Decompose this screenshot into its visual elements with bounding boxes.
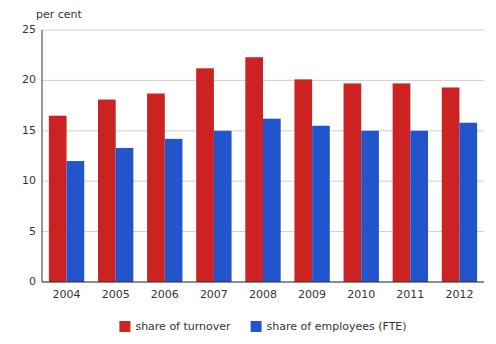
y-axis-line: [42, 30, 43, 282]
bar: [116, 148, 134, 282]
bar: [361, 131, 379, 282]
y-tick-label: 25: [22, 23, 36, 36]
legend-label: share of turnover: [135, 320, 231, 333]
bar: [442, 87, 460, 282]
bar: [245, 57, 263, 282]
y-tick-label: 5: [29, 225, 36, 238]
legend-item: share of turnover: [119, 320, 231, 333]
x-tick-label: 2007: [200, 288, 228, 301]
bar: [67, 161, 85, 282]
bars: [49, 57, 477, 282]
chart-container: 0510152025per cent2004200520062007200820…: [0, 0, 496, 344]
x-tick-label: 2005: [102, 288, 130, 301]
chart: 0510152025per cent2004200520062007200820…: [0, 0, 496, 344]
grid-line: [42, 282, 484, 283]
bar: [98, 100, 116, 282]
bar: [147, 94, 165, 282]
y-tick-label: 10: [22, 174, 36, 187]
x-tick-label: 2009: [298, 288, 326, 301]
x-tick-label: 2011: [396, 288, 424, 301]
legend-swatch: [251, 321, 262, 332]
legend-swatch: [119, 321, 130, 332]
bar: [410, 131, 428, 282]
x-tick-label: 2010: [347, 288, 375, 301]
bar: [294, 79, 312, 282]
x-tick-label: 2006: [151, 288, 179, 301]
x-axis: 2004 2005 2006 2007 2008 2009 2010 2011 2012: [53, 288, 474, 301]
y-tick-label: 20: [22, 73, 36, 86]
x-axis-line: [42, 282, 484, 283]
bar: [393, 83, 411, 282]
bar: [344, 83, 362, 282]
bar: [312, 126, 330, 282]
legend: share of turnover share of employees (FTE…: [119, 320, 406, 333]
bar: [459, 123, 477, 282]
bar: [196, 68, 214, 282]
bar: [214, 131, 232, 282]
x-tick-label: 2004: [53, 288, 81, 301]
grid-line: [42, 30, 484, 31]
legend-label: share of employees (FTE): [267, 320, 407, 333]
x-tick-label: 2012: [445, 288, 473, 301]
bar: [263, 119, 281, 282]
y-axis-label: per cent: [36, 8, 83, 21]
bar: [49, 116, 67, 282]
y-tick-label: 15: [22, 124, 36, 137]
x-tick-label: 2008: [249, 288, 277, 301]
y-tick-label: 0: [29, 275, 36, 288]
legend-item: share of employees (FTE): [251, 320, 407, 333]
y-axis: 0 5 10 15 20 25: [22, 23, 484, 288]
bar: [165, 139, 183, 282]
